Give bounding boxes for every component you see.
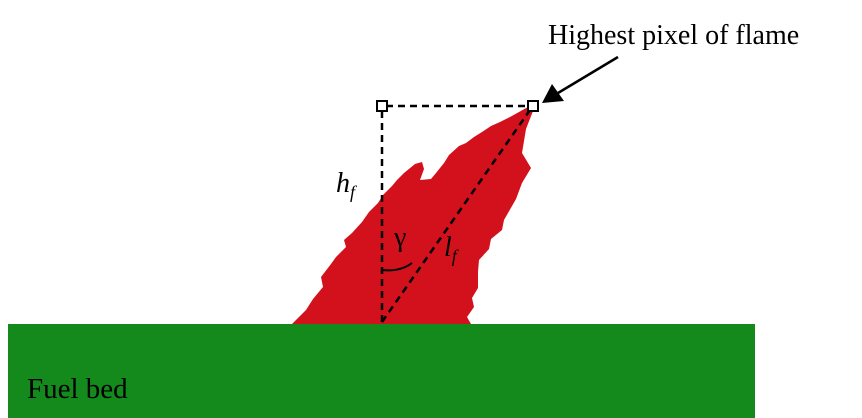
flame-height-subscript: f [350, 182, 358, 202]
flame [292, 106, 533, 324]
highest-pixel-arrowhead [542, 84, 564, 103]
highest-pixel-arrow-shaft [557, 55, 619, 95]
tilt-angle-arc [381, 262, 413, 272]
fuel-bed-label: Fuel bed [27, 373, 128, 405]
top-left-corner-marker [376, 100, 388, 112]
flame-height-label: hf [336, 168, 358, 202]
flame-length-label: lf [444, 232, 460, 266]
highest-pixel-marker [527, 100, 539, 112]
fuel-bed [8, 324, 755, 418]
flame-length-subscript: f [452, 246, 460, 266]
tilt-angle-label: γ [393, 222, 406, 253]
flame-length-symbol: l [444, 232, 452, 263]
highest-pixel-label: Highest pixel of flame [548, 20, 799, 51]
flame-height-symbol: h [336, 168, 350, 199]
